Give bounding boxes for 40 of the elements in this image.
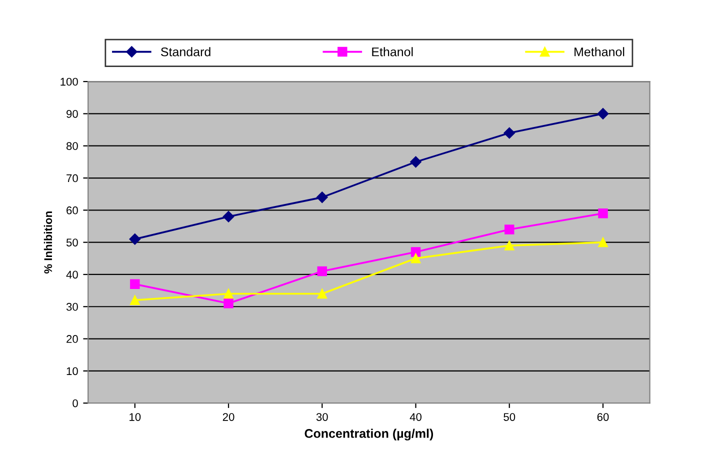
point — [504, 224, 514, 234]
y-tick-label: 40 — [66, 270, 78, 279]
x-axis-title: Concentration (µg/ml) — [304, 428, 434, 440]
y-tick-label: 80 — [66, 142, 78, 150]
y-tick-label: 30 — [66, 302, 78, 311]
point — [129, 234, 140, 245]
point — [130, 279, 140, 289]
y-tick-label: 70 — [66, 174, 78, 182]
y-tick-label: 10 — [66, 367, 78, 376]
point — [222, 210, 234, 222]
point — [504, 127, 515, 139]
point — [317, 266, 327, 276]
x-tick-label: 50 — [504, 413, 516, 421]
point — [224, 298, 234, 308]
point — [504, 240, 514, 250]
y-tick-label: 50 — [66, 238, 78, 246]
legend-label: Standard — [160, 47, 210, 56]
point — [130, 295, 140, 306]
point — [597, 108, 609, 120]
point — [410, 254, 421, 264]
x-tick-label: 30 — [316, 413, 328, 421]
y-tick-label: 20 — [66, 335, 78, 343]
x-tick-label: 20 — [222, 413, 234, 421]
point — [224, 288, 234, 299]
legend-label: Methanol — [574, 47, 624, 56]
x-tick-label: 10 — [130, 413, 141, 421]
y-tick-label: 100 — [60, 78, 78, 86]
point — [598, 237, 608, 248]
point — [410, 156, 422, 168]
x-tick-label: 60 — [597, 413, 609, 421]
y-tick-label: 90 — [66, 110, 78, 118]
point — [317, 288, 327, 299]
point — [316, 192, 328, 203]
y-axis-title: % Inhibition — [44, 212, 52, 274]
legend-label: Ethanol — [372, 47, 413, 56]
point — [598, 208, 608, 218]
y-tick-label: 60 — [66, 206, 78, 214]
point — [410, 247, 421, 257]
x-tick-label: 40 — [410, 413, 422, 421]
y-tick-label: 0 — [72, 399, 78, 408]
